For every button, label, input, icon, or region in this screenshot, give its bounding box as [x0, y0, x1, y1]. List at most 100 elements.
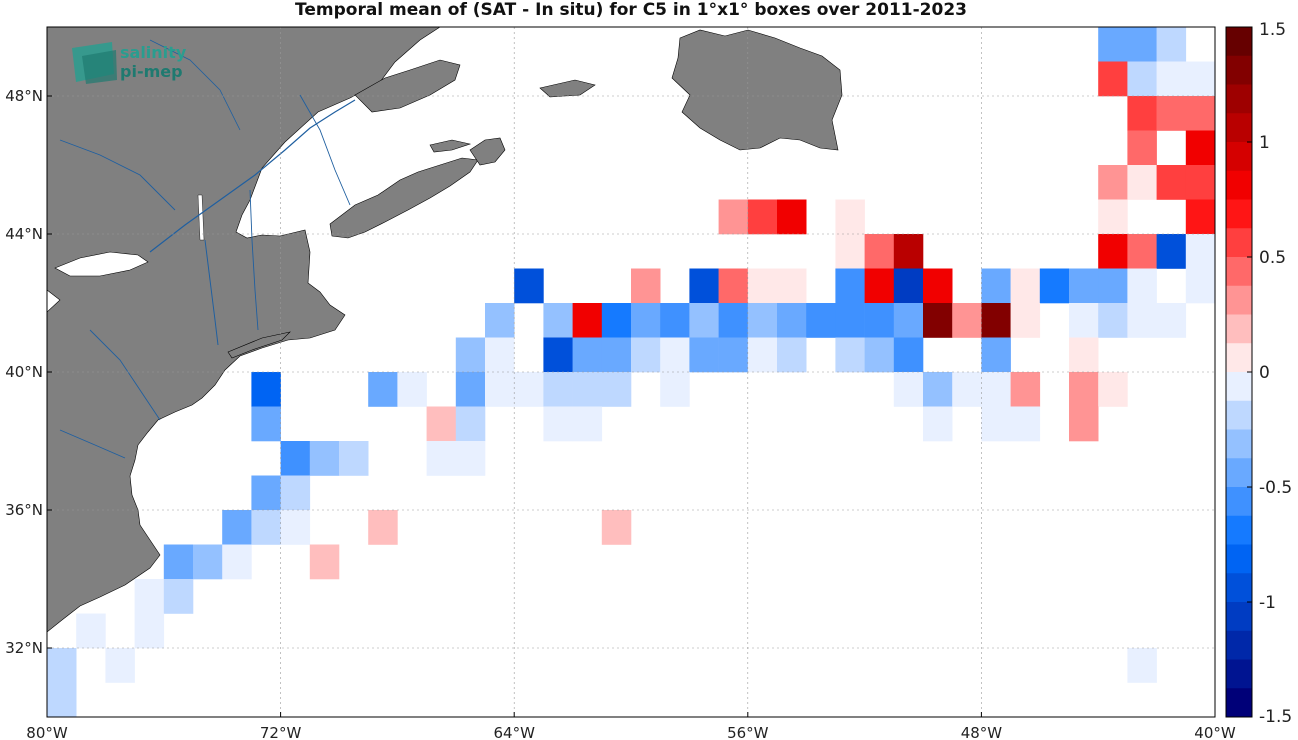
heatmap-cell [1185, 199, 1215, 235]
colorbar-segment [1226, 170, 1252, 200]
land-cape-breton [469, 137, 506, 166]
heatmap-cell [1010, 406, 1041, 442]
colorbar-segment [1226, 573, 1252, 603]
heatmap-cell [397, 372, 427, 407]
heatmap-cell [105, 648, 135, 683]
heatmap-cell [1185, 96, 1215, 131]
lake-champlain [197, 194, 205, 241]
river-ottawa [59, 139, 176, 211]
heatmap-cell [455, 372, 486, 407]
heatmap-cell [631, 337, 661, 373]
heatmap-cell [835, 199, 865, 235]
river-st-lawrence [149, 99, 356, 253]
heatmap-cell [835, 268, 865, 304]
land-mask [47, 27, 843, 633]
heatmap-cell [777, 337, 807, 373]
heatmap-cell [1127, 268, 1157, 304]
heatmap-cell [339, 441, 369, 476]
colorbar-segment [1226, 199, 1252, 229]
lon-tick-label: 56°W [727, 724, 769, 740]
lon-tick-label: 48°W [961, 724, 1003, 740]
heatmap-cell [1127, 648, 1157, 683]
heatmap-cell [893, 303, 924, 338]
heatmap-cell [1185, 268, 1215, 304]
heatmap-cell [1098, 199, 1128, 235]
lat-tick-label: 36°N [5, 501, 43, 519]
heatmap-cell [981, 268, 1011, 304]
colorbar-segment [1226, 113, 1252, 143]
heatmap-cell [163, 544, 194, 580]
heatmap-cell [47, 682, 77, 717]
heatmap-cells [47, 27, 1298, 717]
heatmap-cell [1010, 268, 1041, 304]
colorbar-segment [1226, 343, 1252, 373]
colorbar-tick-label: 0 [1259, 363, 1270, 383]
heatmap-cell [747, 199, 778, 235]
lat-tick-label: 32°N [5, 639, 43, 657]
colorbar-segment [1226, 515, 1252, 545]
heatmap-cell [893, 372, 924, 407]
heatmap-cell [923, 303, 953, 338]
lon-tick-label: 80°W [26, 724, 68, 740]
heatmap-cell [251, 510, 281, 545]
heatmap-cell [222, 544, 252, 580]
colorbar-segment [1226, 429, 1252, 459]
heatmap-cell [251, 475, 281, 511]
heatmap-cell [1185, 61, 1215, 97]
colorbar-tick-label: -1.5 [1259, 707, 1292, 727]
heatmap-cell [455, 406, 486, 442]
heatmap-cell [1273, 96, 1298, 131]
heatmap-cell [280, 441, 311, 476]
heatmap-cell [572, 337, 603, 373]
heatmap-cell [134, 579, 165, 614]
lon-tick-label: 64°W [493, 724, 535, 740]
heatmap-cell [1156, 234, 1187, 269]
heatmap-cell [193, 544, 223, 580]
heatmap-cell [1127, 96, 1157, 131]
lat-tick-label: 40°N [5, 363, 43, 381]
heatmap-cell [777, 199, 807, 235]
heatmap-cell [1156, 61, 1187, 97]
heatmap-cell [864, 234, 895, 269]
river-saint-john [299, 94, 351, 206]
salinity-pimep-logo: salinity pi-mep [72, 42, 187, 84]
heatmap-cell [864, 303, 895, 338]
heatmap-cell [1069, 303, 1099, 338]
colorbar: 1.5 1 0.5 0 -0.5 -1 -1.5 [1225, 20, 1292, 727]
colorbar-tick-label: -0.5 [1259, 478, 1292, 498]
heatmap-cell [1098, 372, 1128, 407]
heatmap-cell [280, 510, 311, 545]
lat-tick-label: 44°N [5, 225, 43, 243]
colorbar-tick-label: 1.5 [1259, 20, 1286, 40]
heatmap-cell [1273, 131, 1298, 166]
heatmap-cell [601, 337, 632, 373]
heatmap-cell [660, 303, 690, 338]
logo-line2: pi-mep [120, 62, 183, 81]
heatmap-cell [368, 372, 398, 407]
heatmap-cell [251, 406, 281, 442]
heatmap-cell [309, 544, 340, 580]
colorbar-segment [1226, 544, 1252, 574]
heatmap-cell [1069, 406, 1099, 442]
heatmap-cell [47, 648, 77, 683]
river-north [149, 39, 241, 131]
lon-tick-label: 40°W [1194, 724, 1236, 740]
heatmap-cell [426, 406, 457, 442]
heatmap-cell [1098, 268, 1128, 304]
heatmap-cell [426, 441, 457, 476]
heatmap-cell [1069, 372, 1099, 407]
heatmap-cell [543, 372, 573, 407]
heatmap-cell [1127, 303, 1157, 338]
heatmap-cell [1156, 27, 1187, 62]
heatmap-cell [368, 510, 398, 545]
land-newfoundland [671, 29, 843, 151]
heatmap-cell [835, 234, 865, 269]
heatmap-cell [601, 372, 632, 407]
heatmap-cell [893, 234, 924, 269]
heatmap-cell [689, 337, 719, 373]
heatmap-cell [1185, 165, 1215, 200]
heatmap-cell [1273, 200, 1298, 235]
heatmap-cell [1127, 165, 1157, 200]
heatmap-cell [1127, 27, 1157, 62]
